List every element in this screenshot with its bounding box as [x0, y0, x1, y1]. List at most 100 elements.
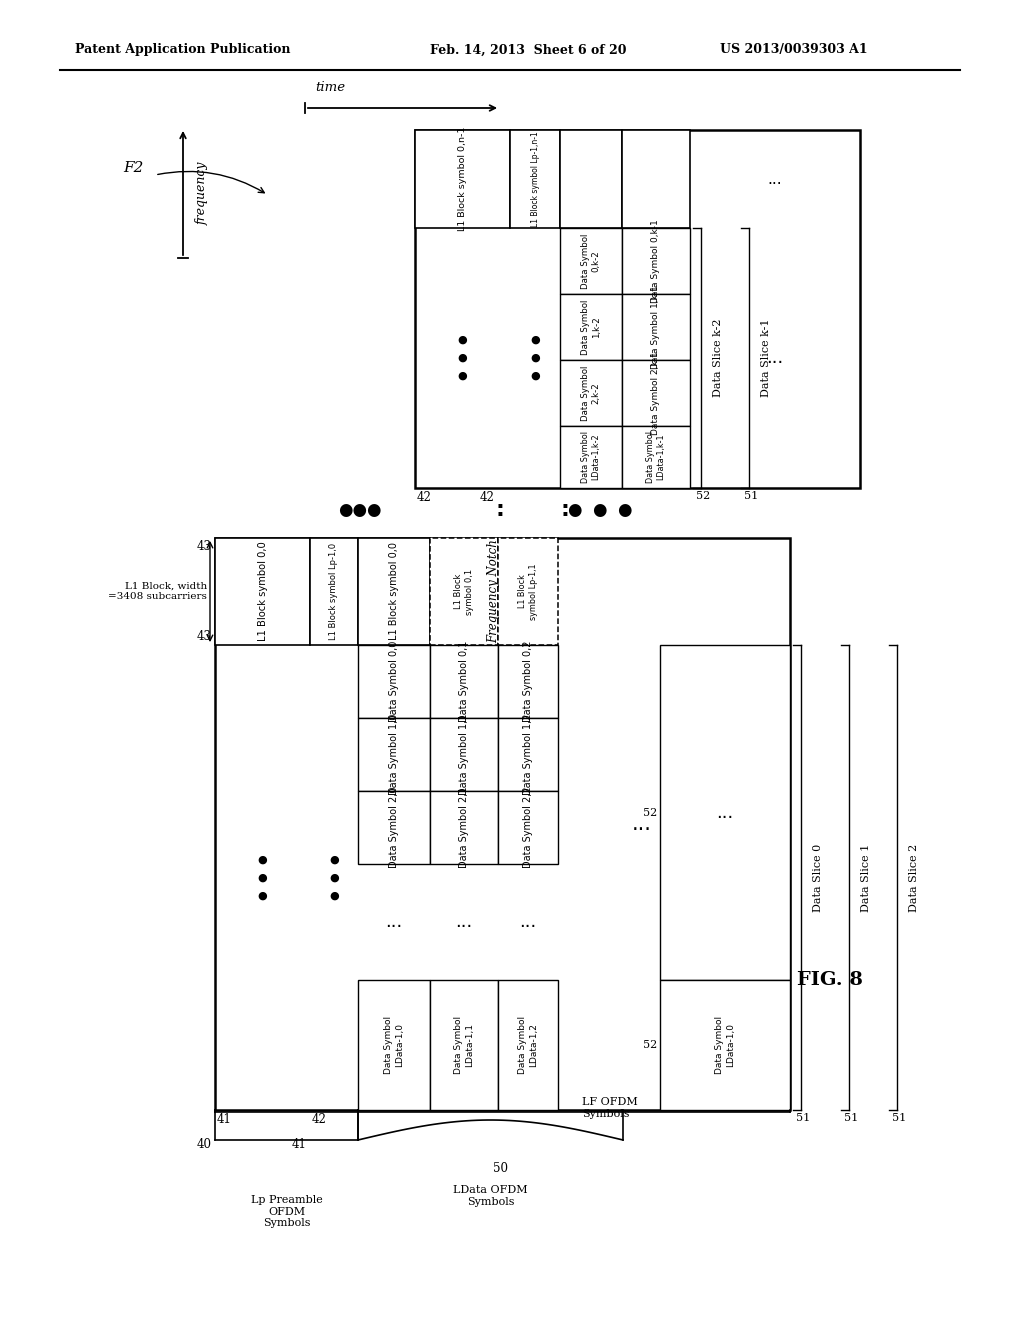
- Text: :: :: [560, 500, 569, 520]
- Text: L1 Block symbol 0,0: L1 Block symbol 0,0: [257, 541, 267, 642]
- Text: 52: 52: [643, 808, 657, 817]
- Text: Data Symbol 1,k-1: Data Symbol 1,k-1: [651, 285, 660, 368]
- Text: 51: 51: [796, 1113, 810, 1123]
- Bar: [660, 645, 790, 979]
- Bar: [560, 228, 622, 294]
- Text: Data Slice 0: Data Slice 0: [813, 843, 823, 912]
- Bar: [358, 979, 430, 1110]
- Bar: [430, 539, 498, 645]
- Text: Data Symbol 2,2: Data Symbol 2,2: [523, 787, 534, 869]
- Text: ...: ...: [632, 814, 651, 834]
- Text: Patent Application Publication: Patent Application Publication: [75, 44, 291, 57]
- Text: 52: 52: [643, 1040, 657, 1049]
- Text: Data Symbol 0,2: Data Symbol 0,2: [523, 640, 534, 722]
- Bar: [215, 539, 310, 645]
- Text: L1 Block symbol Lp-1,n-1: L1 Block symbol Lp-1,n-1: [530, 131, 540, 227]
- Text: Data Symbol
LData-1,2: Data Symbol LData-1,2: [518, 1016, 538, 1074]
- Text: L1 Block
symbol Lp-1,1: L1 Block symbol Lp-1,1: [518, 564, 538, 620]
- Text: Data Symbol 2,k-1: Data Symbol 2,k-1: [651, 351, 660, 434]
- Text: Data Symbol
LData-1,k-1: Data Symbol LData-1,k-1: [646, 432, 666, 483]
- Text: Data Symbol 0,1: Data Symbol 0,1: [459, 640, 469, 722]
- Text: FIG. 8: FIG. 8: [797, 972, 863, 989]
- Bar: [498, 539, 558, 645]
- Text: Lp Preamble
OFDM
Symbols: Lp Preamble OFDM Symbols: [251, 1195, 323, 1228]
- Text: Data Symbol
LData-1,0: Data Symbol LData-1,0: [384, 1016, 403, 1074]
- Text: Data Symbol 2,1: Data Symbol 2,1: [459, 787, 469, 869]
- Text: ...: ...: [717, 804, 733, 821]
- Text: Data Symbol
LData-1,k-2: Data Symbol LData-1,k-2: [582, 432, 601, 483]
- Text: ●
●
●: ● ● ●: [329, 854, 339, 900]
- Bar: [498, 791, 558, 865]
- Bar: [560, 360, 622, 426]
- Text: Data Slice 1: Data Slice 1: [861, 843, 871, 912]
- Bar: [498, 979, 558, 1110]
- Text: Frequency Notch: Frequency Notch: [487, 540, 501, 643]
- Text: 43: 43: [197, 631, 212, 644]
- Text: F2: F2: [123, 161, 143, 176]
- Text: Data Symbol 1,1: Data Symbol 1,1: [459, 714, 469, 795]
- Text: ●
●
●: ● ● ●: [458, 335, 467, 381]
- Text: :: :: [496, 500, 505, 520]
- Text: L1 Block
symbol 0,1: L1 Block symbol 0,1: [455, 569, 474, 615]
- Bar: [622, 426, 690, 488]
- Text: frequency: frequency: [196, 161, 209, 224]
- Bar: [415, 129, 510, 228]
- Text: Data Symbol
0,k-2: Data Symbol 0,k-2: [582, 234, 601, 289]
- Text: L1 Block symbol 0,0: L1 Block symbol 0,0: [389, 543, 399, 640]
- Text: L1 Block symbol 0,n-1: L1 Block symbol 0,n-1: [458, 127, 467, 231]
- Text: 41: 41: [292, 1138, 306, 1151]
- Bar: [430, 791, 498, 865]
- Text: Data Slice 2: Data Slice 2: [909, 843, 919, 912]
- Text: Feb. 14, 2013  Sheet 6 of 20: Feb. 14, 2013 Sheet 6 of 20: [430, 44, 627, 57]
- Text: Data Slice k-2: Data Slice k-2: [713, 318, 723, 397]
- Text: LData OFDM
Symbols: LData OFDM Symbols: [454, 1185, 527, 1206]
- Text: 51: 51: [744, 491, 758, 502]
- Text: ...: ...: [768, 172, 782, 186]
- Bar: [310, 539, 358, 645]
- Bar: [560, 129, 622, 228]
- Text: ...: ...: [385, 913, 402, 931]
- Text: ●
●
●: ● ● ●: [258, 854, 267, 900]
- Text: 51: 51: [844, 1113, 858, 1123]
- Bar: [358, 645, 430, 718]
- Bar: [498, 718, 558, 791]
- Text: time: time: [315, 81, 345, 94]
- Text: ●  ●  ●: ● ● ●: [567, 502, 632, 519]
- Bar: [560, 294, 622, 360]
- Bar: [358, 718, 430, 791]
- Bar: [622, 360, 690, 426]
- Text: 50: 50: [493, 1162, 508, 1175]
- Text: 43: 43: [197, 540, 212, 553]
- Bar: [215, 539, 790, 1110]
- Text: 42: 42: [417, 491, 432, 504]
- Text: Data Symbol
LData-1,1: Data Symbol LData-1,1: [455, 1016, 474, 1074]
- Bar: [358, 791, 430, 865]
- Text: Data Symbol 0,k-1: Data Symbol 0,k-1: [651, 219, 660, 302]
- Text: Data Symbol 0,0: Data Symbol 0,0: [389, 640, 399, 722]
- Text: Data Symbol 2,0: Data Symbol 2,0: [389, 787, 399, 869]
- Text: ●
●
●: ● ● ●: [530, 335, 540, 381]
- Text: Data Symbol
LData-1,0: Data Symbol LData-1,0: [716, 1016, 734, 1074]
- Bar: [660, 979, 790, 1110]
- Text: ...: ...: [766, 348, 783, 367]
- Bar: [622, 294, 690, 360]
- Bar: [622, 228, 690, 294]
- Text: 52: 52: [696, 491, 711, 502]
- Text: LF OFDM
Symbols: LF OFDM Symbols: [583, 1097, 638, 1118]
- Text: 42: 42: [480, 491, 495, 504]
- Text: 40: 40: [197, 1138, 212, 1151]
- Text: L1 Block, width
=3408 subcarriers: L1 Block, width =3408 subcarriers: [109, 582, 207, 601]
- Bar: [510, 129, 560, 228]
- Text: 42: 42: [312, 1113, 327, 1126]
- Bar: [622, 129, 690, 228]
- Text: 41: 41: [217, 1113, 231, 1126]
- Bar: [498, 645, 558, 718]
- Bar: [430, 645, 498, 718]
- Text: Data Symbol 1,0: Data Symbol 1,0: [389, 714, 399, 795]
- Bar: [430, 979, 498, 1110]
- Bar: [560, 426, 622, 488]
- Text: US 2013/0039303 A1: US 2013/0039303 A1: [720, 44, 867, 57]
- Text: Data Symbol 1,2: Data Symbol 1,2: [523, 714, 534, 795]
- Text: Data Symbol
2,k-2: Data Symbol 2,k-2: [582, 366, 601, 421]
- Text: 51: 51: [892, 1113, 906, 1123]
